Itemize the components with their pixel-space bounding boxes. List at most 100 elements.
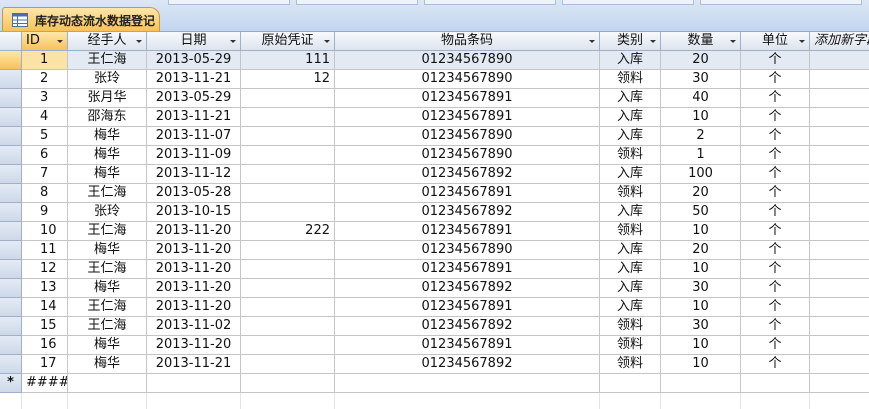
data-cell[interactable]: 个	[741, 355, 810, 374]
data-cell[interactable]: 6	[22, 146, 68, 165]
data-cell[interactable]: 张月华	[68, 89, 147, 108]
column-header[interactable]: ID	[22, 32, 68, 51]
dropdown-arrow[interactable]	[589, 40, 595, 43]
data-cell[interactable]	[241, 89, 335, 108]
data-cell[interactable]	[241, 127, 335, 146]
data-cell[interactable]: 100	[661, 165, 741, 184]
data-cell[interactable]: 01234567890	[335, 146, 600, 165]
data-cell[interactable]: 个	[741, 279, 810, 298]
data-cell[interactable]: 个	[741, 336, 810, 355]
data-cell[interactable]: 9	[22, 203, 68, 222]
row-selector[interactable]	[0, 108, 22, 127]
data-cell[interactable]: 个	[741, 222, 810, 241]
row-selector[interactable]	[0, 89, 22, 108]
data-cell[interactable]: 梅华	[68, 146, 147, 165]
data-cell[interactable]: 01234567891	[335, 336, 600, 355]
data-cell[interactable]	[810, 127, 869, 146]
data-cell[interactable]: 01234567892	[335, 279, 600, 298]
data-cell[interactable]	[241, 146, 335, 165]
data-cell[interactable]: 王仁海	[68, 298, 147, 317]
row-selector[interactable]	[0, 317, 22, 336]
data-cell[interactable]	[241, 260, 335, 279]
data-cell[interactable]: 30	[661, 317, 741, 336]
column-header[interactable]: 单位	[741, 32, 810, 51]
data-cell[interactable]: 入库	[600, 89, 661, 108]
data-cell[interactable]: 入库	[600, 260, 661, 279]
data-cell[interactable]: 2013-11-20	[147, 298, 241, 317]
data-cell[interactable]	[241, 241, 335, 260]
data-cell[interactable]: 个	[741, 89, 810, 108]
row-selector[interactable]	[0, 51, 22, 70]
data-cell[interactable]: 2013-11-20	[147, 241, 241, 260]
data-cell[interactable]: 2013-10-15	[147, 203, 241, 222]
row-selector[interactable]	[0, 165, 22, 184]
data-cell[interactable]: 王仁海	[68, 317, 147, 336]
data-cell[interactable]: 2013-11-20	[147, 279, 241, 298]
data-cell[interactable]: 个	[741, 127, 810, 146]
data-cell[interactable]	[810, 108, 869, 127]
data-cell[interactable]	[810, 184, 869, 203]
data-cell[interactable]: 张玲	[68, 203, 147, 222]
data-cell[interactable]: 50	[661, 203, 741, 222]
data-cell[interactable]: 入库	[600, 241, 661, 260]
data-cell[interactable]: 20	[661, 184, 741, 203]
data-cell[interactable]: 01234567890	[335, 70, 600, 89]
row-selector[interactable]	[0, 70, 22, 89]
data-cell[interactable]: 领料	[600, 222, 661, 241]
data-cell[interactable]: 王仁海	[68, 222, 147, 241]
data-cell[interactable]: 邵海东	[68, 108, 147, 127]
row-selector[interactable]	[0, 127, 22, 146]
data-cell[interactable]: 2013-11-07	[147, 127, 241, 146]
data-cell[interactable]: 梅华	[68, 127, 147, 146]
column-header[interactable]: 原始凭证	[241, 32, 335, 51]
column-header[interactable]: 数量	[661, 32, 741, 51]
column-header[interactable]: 添加新字段	[810, 32, 869, 51]
data-cell[interactable]: 2013-11-21	[147, 70, 241, 89]
new-record-cell[interactable]	[241, 374, 335, 393]
data-cell[interactable]: 20	[661, 241, 741, 260]
data-cell[interactable]: 4	[22, 108, 68, 127]
data-cell[interactable]: 2013-11-12	[147, 165, 241, 184]
data-cell[interactable]	[810, 260, 869, 279]
row-selector[interactable]	[0, 146, 22, 165]
data-cell[interactable]: 入库	[600, 279, 661, 298]
data-cell[interactable]	[810, 279, 869, 298]
data-cell[interactable]	[241, 355, 335, 374]
data-cell[interactable]	[810, 146, 869, 165]
new-record-cell[interactable]	[600, 374, 661, 393]
data-cell[interactable]	[241, 203, 335, 222]
data-cell[interactable]: 梅华	[68, 336, 147, 355]
row-selector[interactable]	[0, 222, 22, 241]
data-cell[interactable]	[241, 165, 335, 184]
data-cell[interactable]: 个	[741, 108, 810, 127]
data-cell[interactable]	[810, 298, 869, 317]
data-cell[interactable]	[241, 184, 335, 203]
data-cell[interactable]: 8	[22, 184, 68, 203]
column-header[interactable]: 类别	[600, 32, 661, 51]
data-cell[interactable]	[810, 165, 869, 184]
row-selector[interactable]	[0, 279, 22, 298]
data-cell[interactable]: 30	[661, 70, 741, 89]
data-cell[interactable]: 17	[22, 355, 68, 374]
data-cell[interactable]: 入库	[600, 51, 661, 70]
dropdown-arrow[interactable]	[136, 40, 142, 43]
data-cell[interactable]: 个	[741, 241, 810, 260]
row-selector-header[interactable]	[0, 32, 22, 51]
data-cell[interactable]: 12	[22, 260, 68, 279]
new-record-cell[interactable]	[661, 374, 741, 393]
data-cell[interactable]: 个	[741, 165, 810, 184]
column-header[interactable]: 物品条码	[335, 32, 600, 51]
data-cell[interactable]: 王仁海	[68, 184, 147, 203]
data-cell[interactable]	[810, 222, 869, 241]
data-cell[interactable]: 2013-11-21	[147, 355, 241, 374]
data-cell[interactable]: 2013-05-28	[147, 184, 241, 203]
data-cell[interactable]: 个	[741, 70, 810, 89]
column-header[interactable]: 日期	[147, 32, 241, 51]
data-cell[interactable]: 2013-11-20	[147, 222, 241, 241]
data-cell[interactable]: 12	[241, 70, 335, 89]
data-cell[interactable]: 领料	[600, 70, 661, 89]
dropdown-arrow[interactable]	[730, 40, 736, 43]
data-cell[interactable]: 10	[661, 298, 741, 317]
data-cell[interactable]: 王仁海	[68, 51, 147, 70]
data-cell[interactable]	[810, 70, 869, 89]
